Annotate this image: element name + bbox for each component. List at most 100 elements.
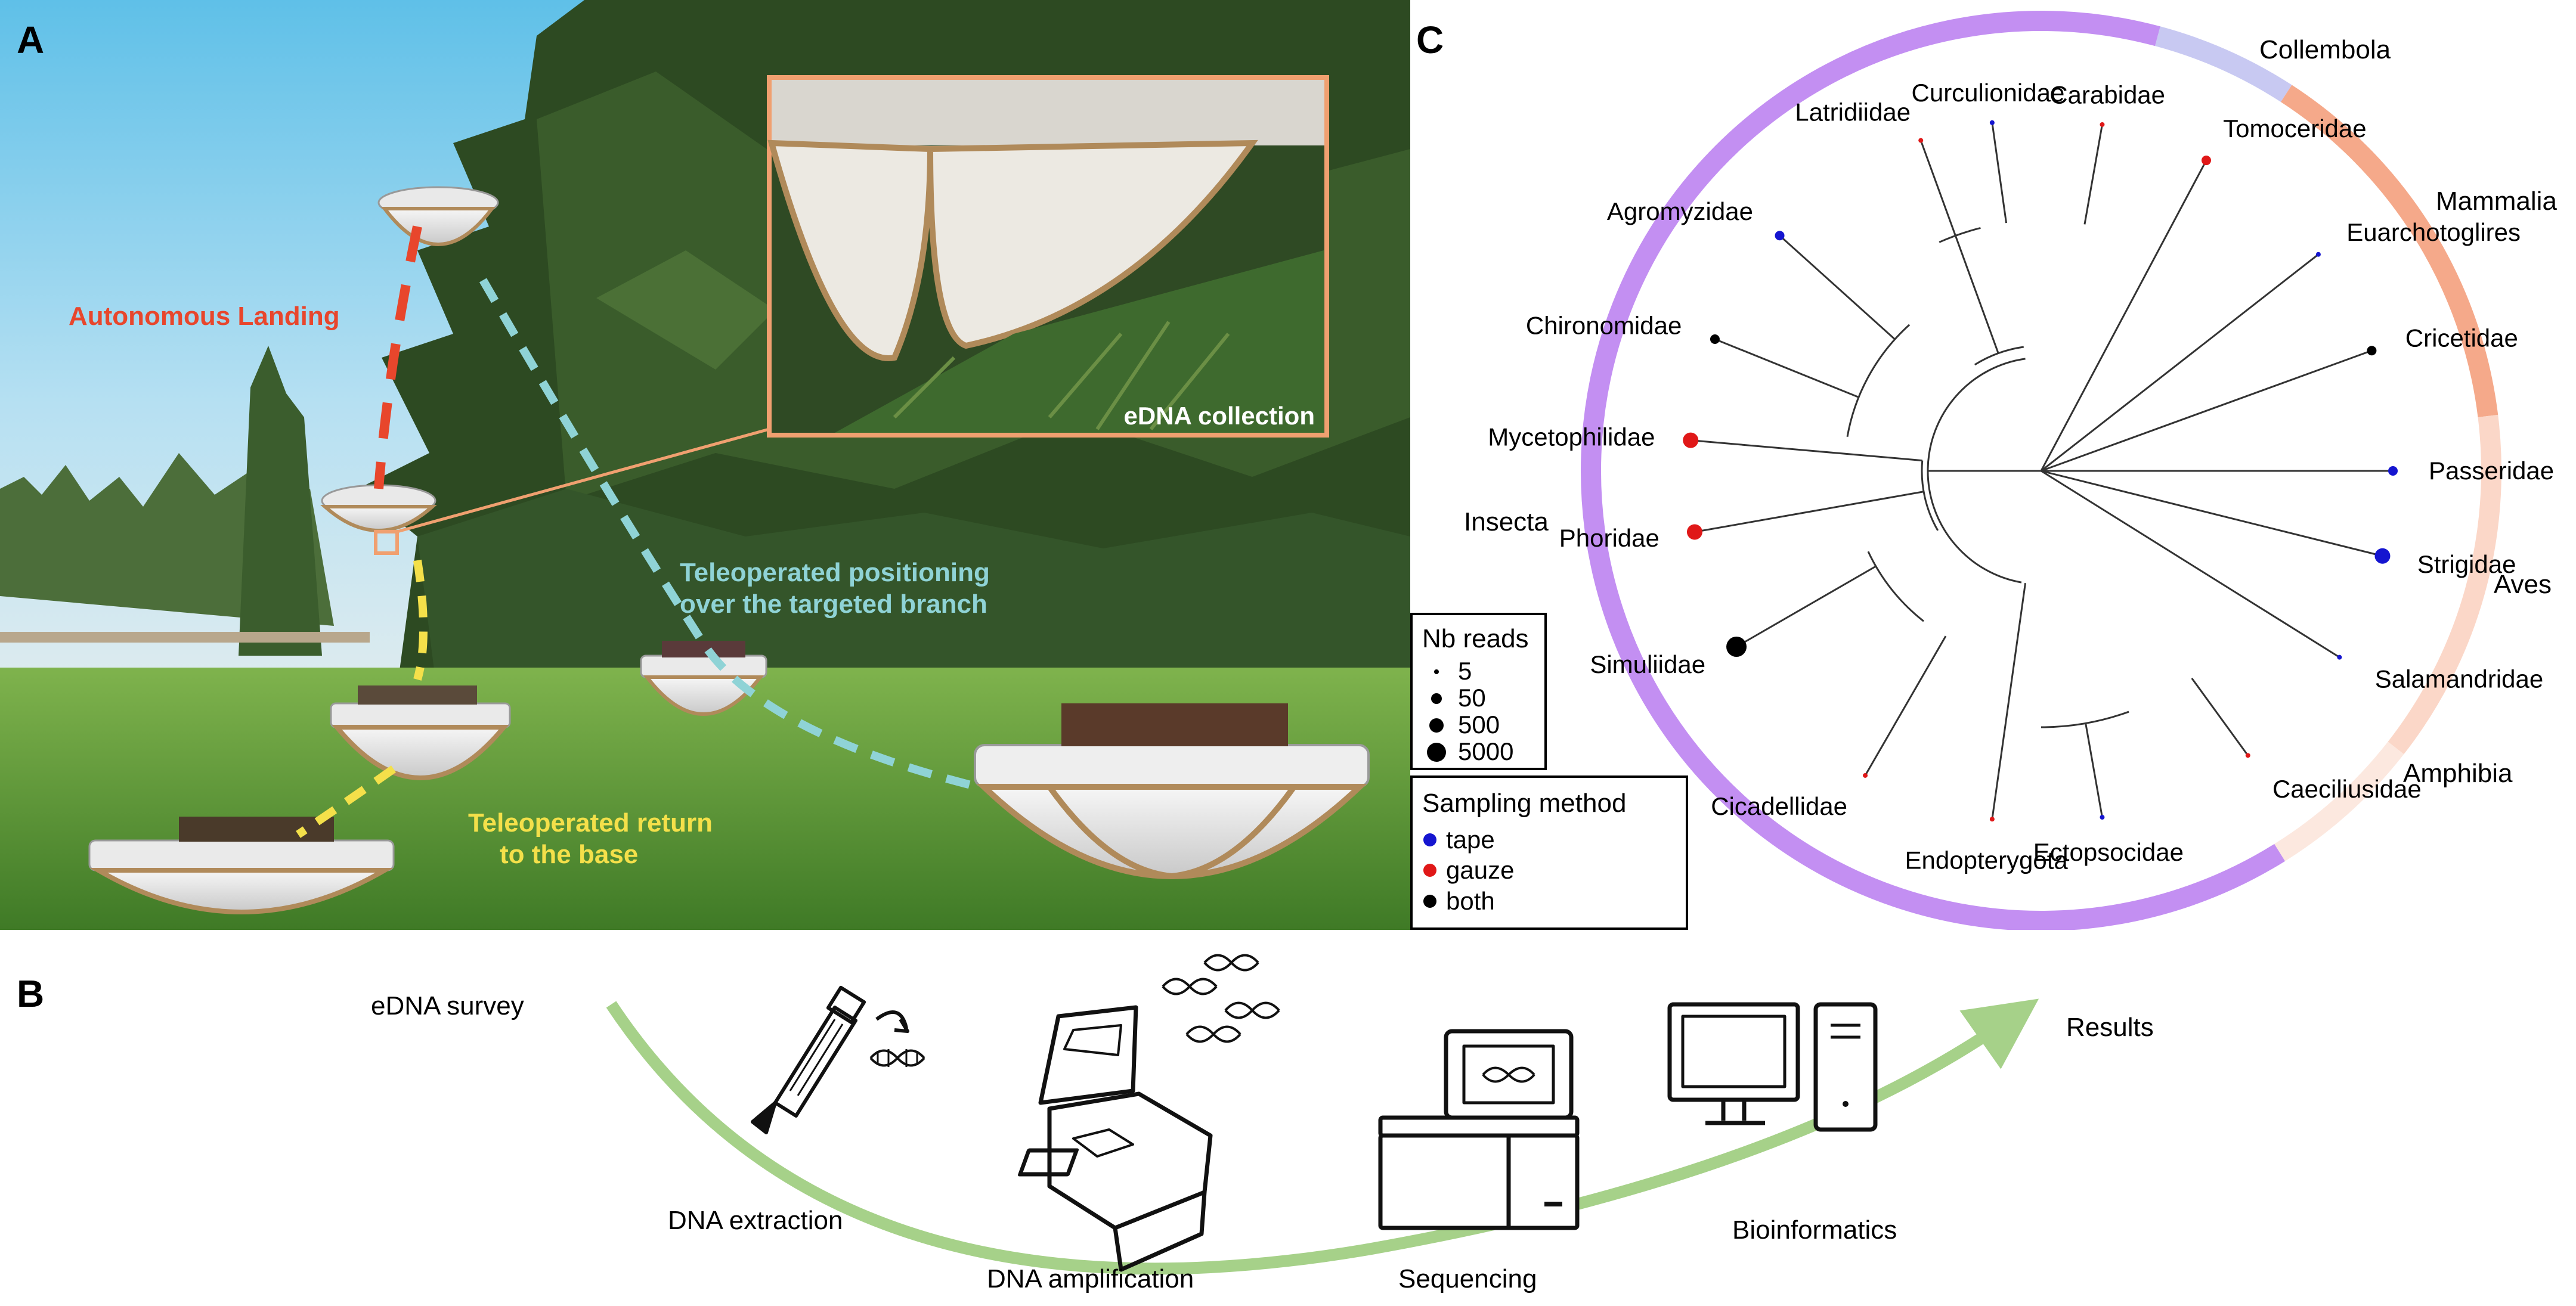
tip-point-strigidae xyxy=(2374,548,2391,564)
branch-mycetophilidae xyxy=(1690,439,1922,462)
step-survey: eDNA survey xyxy=(371,991,524,1020)
tip-point-curculionidae xyxy=(1989,120,1995,125)
tip-label-agromyzidae: Agromyzidae xyxy=(1607,197,1753,225)
group-label-aves: Aves xyxy=(2494,570,2552,599)
tip-label-strigidae: Strigidae xyxy=(2417,550,2516,578)
panel-label-a: A xyxy=(17,18,45,61)
tip-point-caeciliusidae xyxy=(2245,753,2250,758)
legend-method-gauze: gauze xyxy=(1446,856,1514,884)
drone-front xyxy=(974,703,1370,879)
tip-point-salamandridae xyxy=(2337,654,2342,660)
field-photo: Autonomous Landing Teleoperated position… xyxy=(0,0,1410,930)
step-results: Results xyxy=(2066,1013,2154,1042)
group-ring xyxy=(1581,11,2501,930)
tip-label-curculionidae: Curculionidae xyxy=(1912,79,2065,107)
branch-arc-insect-upper xyxy=(1846,324,1911,437)
group-label-insecta: Insecta xyxy=(1464,507,1549,536)
tip-point-passeridae xyxy=(2388,466,2398,476)
branch-arc-insect-mid xyxy=(1921,460,1939,531)
branch-cricetidae xyxy=(2041,349,2372,472)
branch-arc-curculio-carab xyxy=(1939,227,1981,243)
tip-label-cricetidae: Cricetidae xyxy=(2405,324,2518,352)
branch-cicadellidae xyxy=(1864,635,1947,776)
drone-mid xyxy=(320,484,437,555)
branch-arc-beetles xyxy=(1974,346,2024,366)
workflow: eDNA survey DNA extraction DNA amplifica… xyxy=(371,954,2154,1293)
branch-simuliidae xyxy=(1736,565,1877,648)
legend-method: Sampling method tape gauze both xyxy=(1410,775,1688,930)
inset-photo xyxy=(767,75,1329,438)
group-label-collembola: Collembola xyxy=(2259,35,2391,64)
tip-point-ectopsocidae xyxy=(2100,815,2105,820)
branch-arc-root xyxy=(1927,358,2026,584)
tip-points xyxy=(1683,120,2398,822)
legend-method-both: both xyxy=(1446,887,1495,915)
legend-method-tape: tape xyxy=(1446,826,1495,854)
inset-callout-line xyxy=(397,427,770,533)
panel-label-b: B xyxy=(17,972,45,1015)
inset-source-box xyxy=(374,530,399,555)
branch-carabidae xyxy=(2083,124,2103,225)
legend-method-title: Sampling method xyxy=(1422,789,1626,818)
dna-icon-extraction xyxy=(869,1049,925,1067)
branch-agromyzidae xyxy=(1779,235,1896,340)
tip-point-phoridae xyxy=(1686,524,1702,540)
tip-point-latridiidae xyxy=(1918,138,1924,143)
step-bioinformatics: Bioinformatics xyxy=(1732,1215,1897,1245)
step-sequencing: Sequencing xyxy=(1398,1264,1537,1293)
sequencer-icon xyxy=(1378,1029,1580,1230)
tip-label-salamandridae: Salamandridae xyxy=(2375,665,2544,693)
background-trees xyxy=(0,346,334,656)
ring-arc-collembola xyxy=(2155,26,2292,103)
branch-tomoceridae xyxy=(2040,160,2207,471)
panel-label-c: C xyxy=(1416,18,1444,61)
tip-label-caeciliusidae: Caeciliusidae xyxy=(2272,775,2422,803)
branch-latridiidae xyxy=(1919,140,1999,354)
annotation-return-line1: Teleoperated return xyxy=(468,808,713,837)
tip-point-simuliidae xyxy=(1726,637,1747,657)
step-amplification: DNA amplification xyxy=(987,1264,1194,1293)
branch-phoridae xyxy=(1694,491,1924,533)
ring-arc-insecta xyxy=(1581,11,2286,930)
tip-label-tomoceridae: Tomoceridae xyxy=(2223,114,2366,142)
branch-ectopsocidae xyxy=(2085,723,2103,818)
branch-euarchotoglires xyxy=(2041,253,2319,472)
positioning-path xyxy=(479,278,979,791)
tip-point-chironomidae xyxy=(1710,334,1720,344)
ring-arc-amphibia xyxy=(2274,742,2404,861)
legend-reads-dot-5 xyxy=(1434,669,1439,674)
branch-salamandridae xyxy=(2041,470,2340,658)
branch-arc-insect-lower xyxy=(1867,551,1924,622)
tip-point-agromyzidae xyxy=(1775,231,1785,241)
landing-path xyxy=(374,225,422,489)
legend-reads-dot-50 xyxy=(1431,693,1442,704)
tip-point-endopterygota xyxy=(1989,817,1995,822)
group-label-amphibia: Amphibia xyxy=(2403,759,2513,788)
tip-point-cicadellidae xyxy=(1863,773,1868,778)
group-label-mammalia: Mammalia xyxy=(2436,187,2557,216)
annotation-landing: Autonomous Landing xyxy=(69,302,340,331)
branch-caeciliusidae xyxy=(2191,677,2249,756)
drone-base xyxy=(88,817,395,914)
fence xyxy=(0,632,370,643)
dna-icons-amplification xyxy=(1162,954,1280,1043)
legend-reads-50: 50 xyxy=(1458,684,1486,712)
tip-label-endopterygota: Endopterygota xyxy=(1905,846,2069,874)
tip-label-carabidae: Carabidae xyxy=(2049,81,2165,109)
annotation-inset: eDNA collection xyxy=(1124,402,1315,430)
computer-icon xyxy=(1667,1002,1878,1132)
branch-endopterygota xyxy=(1991,582,2027,820)
drone-top xyxy=(377,186,499,246)
drone-hover xyxy=(330,685,511,780)
legend-reads-5000: 5000 xyxy=(1458,737,1513,765)
branch-arc-ecto-caec xyxy=(2041,711,2129,728)
tip-label-euarchotoglires: Euarchotoglires xyxy=(2346,218,2521,246)
legend-method-dot-both xyxy=(1423,895,1436,908)
tip-point-carabidae xyxy=(2100,122,2105,127)
tip-point-cricetidae xyxy=(2367,346,2377,356)
tip-label-chironomidae: Chironomidae xyxy=(1526,312,1682,340)
tip-label-passeridae: Passeridae xyxy=(2429,457,2554,485)
legend-method-dot-gauze xyxy=(1423,864,1436,877)
